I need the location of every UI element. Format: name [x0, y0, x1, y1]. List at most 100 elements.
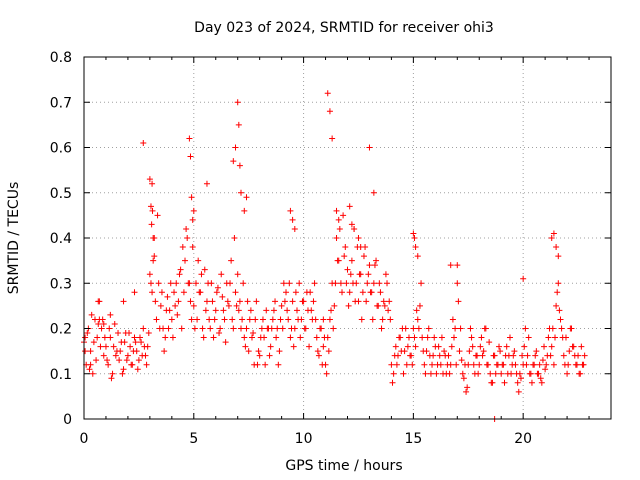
data-point	[377, 289, 384, 296]
data-point	[403, 361, 410, 368]
data-point	[355, 235, 362, 241]
data-point	[334, 257, 341, 264]
data-point	[171, 289, 178, 296]
data-point	[184, 235, 191, 241]
data-point	[116, 357, 123, 364]
data-point	[580, 361, 587, 368]
data-point	[105, 361, 112, 368]
data-point	[236, 298, 243, 305]
data-point	[90, 339, 97, 346]
data-point	[490, 352, 497, 359]
data-point	[290, 343, 297, 350]
data-point	[217, 325, 224, 332]
data-point	[333, 235, 340, 241]
data-point	[84, 330, 91, 337]
data-point	[272, 298, 279, 305]
data-point	[553, 302, 560, 309]
data-point	[253, 298, 260, 305]
data-point	[149, 180, 156, 187]
data-point	[449, 316, 456, 323]
data-point	[263, 307, 270, 314]
data-point	[241, 207, 248, 214]
data-point	[527, 370, 534, 377]
data-point	[510, 352, 517, 359]
data-point	[246, 316, 253, 323]
data-point	[464, 384, 471, 391]
data-point	[134, 366, 141, 373]
data-point	[219, 293, 226, 300]
data-point	[466, 348, 473, 355]
data-point	[293, 307, 300, 314]
data-point	[308, 307, 315, 314]
data-point	[564, 370, 571, 377]
data-point	[454, 262, 461, 269]
data-point	[230, 158, 237, 165]
data-point	[108, 375, 115, 382]
data-point	[515, 388, 522, 395]
data-point	[356, 271, 363, 278]
data-point	[319, 361, 326, 368]
data-point	[331, 302, 338, 309]
data-point	[182, 257, 189, 264]
data-point	[573, 361, 580, 368]
data-point	[87, 348, 94, 355]
data-point	[224, 298, 231, 305]
data-point	[187, 298, 194, 305]
data-point	[421, 361, 428, 368]
data-point	[167, 280, 174, 287]
data-point	[174, 311, 181, 318]
data-point	[172, 302, 179, 309]
data-point	[341, 253, 348, 260]
data-point	[565, 361, 572, 368]
data-point	[348, 257, 355, 264]
data-point	[138, 339, 145, 346]
data-point	[508, 370, 515, 377]
data-point	[287, 334, 294, 341]
data-point	[470, 361, 477, 368]
data-point	[329, 135, 336, 142]
data-point	[248, 334, 255, 341]
data-point	[442, 352, 449, 359]
data-point	[369, 316, 376, 323]
data-point	[460, 375, 467, 382]
data-point	[196, 289, 203, 296]
data-point	[86, 366, 93, 373]
data-point	[98, 325, 105, 332]
data-point	[360, 253, 367, 260]
data-point	[97, 343, 104, 350]
data-point	[370, 189, 377, 196]
data-point	[244, 298, 251, 305]
y-axis-label: SRMTID / TECUs	[6, 182, 22, 295]
data-point	[388, 361, 395, 368]
data-point	[203, 298, 210, 305]
data-point	[163, 307, 170, 314]
data-point	[550, 361, 557, 368]
data-point	[556, 307, 563, 314]
data-point	[228, 257, 235, 264]
data-point	[88, 311, 95, 318]
data-point	[151, 253, 158, 260]
data-point	[405, 334, 412, 341]
data-point	[299, 298, 306, 305]
data-point	[435, 343, 442, 350]
data-point	[455, 298, 462, 305]
data-point	[543, 361, 550, 368]
data-point	[562, 334, 569, 341]
data-point	[325, 348, 332, 355]
data-point	[126, 330, 133, 337]
data-point	[229, 316, 236, 323]
data-point	[284, 307, 291, 314]
data-point	[277, 316, 284, 323]
data-point	[162, 334, 169, 341]
data-point	[411, 235, 418, 241]
data-point	[186, 135, 193, 142]
data-point	[180, 289, 187, 296]
data-point	[364, 280, 371, 287]
data-point	[221, 316, 228, 323]
data-point	[107, 334, 114, 341]
y-tick-label: 0.1	[50, 367, 72, 383]
data-point	[359, 289, 366, 296]
data-point	[82, 334, 89, 341]
data-point	[93, 357, 100, 364]
data-point	[257, 334, 264, 341]
